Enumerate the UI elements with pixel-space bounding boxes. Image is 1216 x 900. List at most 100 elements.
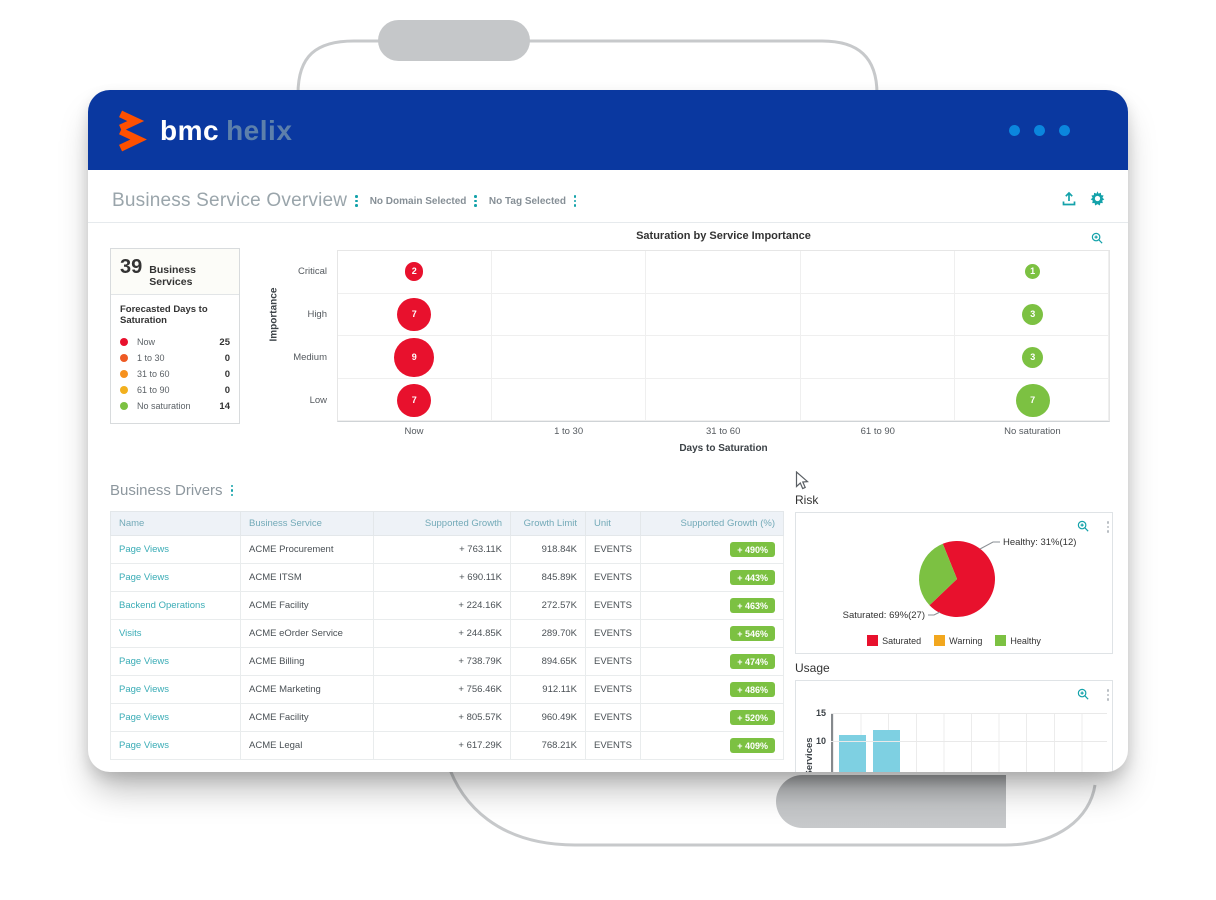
healthy-callout: Healthy: 31%(12) — [1003, 537, 1076, 548]
pie-slice-saturated[interactable] — [929, 541, 995, 617]
grid-cell — [646, 378, 801, 421]
driver-name-cell: Page Views — [110, 703, 241, 732]
bubble-healthy[interactable]: 1 — [1025, 263, 1041, 280]
tag-filter[interactable]: No Tag Selected — [488, 195, 566, 207]
bubble-saturated[interactable]: 2 — [405, 262, 424, 281]
zoom-in-icon[interactable] — [1077, 520, 1090, 533]
zoom-in-icon[interactable] — [1091, 232, 1104, 245]
column-header[interactable]: Supported Growth — [373, 511, 511, 536]
bubble-healthy[interactable]: 7 — [1015, 383, 1050, 418]
grid-cell — [800, 293, 955, 336]
growth-pct-badge: + 490% — [730, 542, 775, 557]
driver-name-link[interactable]: Page Views — [119, 740, 169, 751]
growth-limit-cell: 918.84K — [510, 535, 586, 564]
usage-y-axis-label: Services — [804, 737, 815, 772]
bmc-logo-icon — [119, 110, 147, 152]
page-title: Business Service Overview — [112, 190, 348, 211]
settings-gear-icon[interactable] — [1089, 190, 1106, 207]
growth-limit-cell: 289.70K — [510, 619, 586, 648]
window-dot[interactable] — [1059, 125, 1070, 136]
driver-name-link[interactable]: Page Views — [119, 684, 169, 695]
legend-label: 61 to 90 — [137, 385, 170, 395]
unit-cell: EVENTS — [585, 619, 641, 648]
table-row[interactable]: Page Views ACME Legal + 617.29K 768.21K EVEN… — [110, 731, 784, 760]
growth-pct-badge: + 486% — [730, 682, 775, 697]
usage-bar[interactable] — [873, 729, 900, 772]
driver-name-cell: Page Views — [110, 675, 241, 704]
bubble-saturated[interactable]: 9 — [394, 337, 435, 378]
window-dot[interactable] — [1009, 125, 1020, 136]
bubble-healthy[interactable]: 3 — [1022, 346, 1044, 369]
healthy-callout-line — [979, 541, 1000, 550]
legend-dot-icon — [120, 338, 128, 346]
grid-cell — [492, 378, 647, 421]
bubble-saturated[interactable]: 7 — [397, 297, 432, 332]
supported-growth-pct-cell: + 486% — [640, 675, 784, 704]
grid-cell — [800, 378, 955, 421]
domain-filter[interactable]: No Domain Selected — [369, 195, 467, 207]
grid-cell — [646, 336, 801, 379]
supported-growth-pct-cell: + 463% — [640, 591, 784, 620]
table-row[interactable]: Page Views ACME Facility + 805.57K 960.49K E… — [110, 703, 784, 732]
summary-legend-item: No saturation 14 — [120, 398, 230, 414]
driver-name-link[interactable]: Page Views — [119, 544, 169, 555]
table-row[interactable]: Page Views ACME Procurement + 763.11K 918.8… — [110, 535, 784, 564]
app-window: bmc helix Business Service Overview No D… — [88, 90, 1128, 772]
summary-legend-item: 1 to 30 0 — [120, 350, 230, 366]
growth-pct-badge: + 463% — [730, 598, 775, 613]
column-header[interactable]: Unit — [585, 511, 641, 536]
supported-growth-pct-cell: + 474% — [640, 647, 784, 676]
column-header[interactable]: Business Service — [240, 511, 374, 536]
usage-gridline — [831, 741, 1107, 742]
column-header[interactable]: Supported Growth (%) — [640, 511, 784, 536]
grid-cell — [646, 251, 801, 294]
business-drivers-menu-icon[interactable] — [230, 484, 234, 497]
table-row[interactable]: Backend Operations ACME Facility + 224.16K… — [110, 591, 784, 620]
column-header[interactable]: Name — [110, 511, 241, 536]
bubble-healthy[interactable]: 3 — [1022, 303, 1044, 326]
export-icon[interactable] — [1061, 191, 1077, 207]
growth-pct-badge: + 474% — [730, 654, 775, 669]
usage-gridline — [831, 713, 1107, 714]
domain-filter-menu-icon[interactable] — [474, 195, 477, 207]
business-service-cell: ACME Facility — [240, 591, 374, 620]
y-tick-label: Medium — [293, 351, 327, 363]
x-tick-label: No saturation — [1004, 426, 1061, 437]
saturated-callout-line — [928, 611, 941, 616]
driver-name-link[interactable]: Backend Operations — [119, 600, 206, 611]
zoom-in-icon[interactable] — [1077, 688, 1090, 701]
tag-filter-menu-icon[interactable] — [573, 195, 577, 207]
unit-cell: EVENTS — [585, 675, 641, 704]
table-row[interactable]: Page Views ACME Marketing + 756.46K 912.11K… — [110, 675, 784, 704]
unit-cell: EVENTS — [585, 703, 641, 732]
driver-name-link[interactable]: Visits — [119, 628, 142, 639]
column-header[interactable]: Growth Limit — [510, 511, 586, 536]
window-dot[interactable] — [1034, 125, 1045, 136]
risk-panel-menu-icon[interactable] — [1106, 521, 1109, 533]
driver-name-link[interactable]: Page Views — [119, 712, 169, 723]
y-tick-label: Critical — [297, 265, 327, 277]
legend-label: Warning — [949, 635, 983, 646]
driver-name-link[interactable]: Page Views — [119, 572, 169, 583]
table-row[interactable]: Page Views ACME Billing + 738.79K 894.65K EV… — [110, 647, 784, 676]
usage-panel-menu-icon[interactable] — [1106, 689, 1109, 701]
grid-cell — [800, 336, 955, 379]
growth-limit-cell: 960.49K — [510, 703, 586, 732]
bubble-saturated[interactable]: 7 — [397, 383, 432, 418]
grid-cell — [492, 293, 647, 336]
table-row[interactable]: Page Views ACME ITSM + 690.11K 845.89K EVENT… — [110, 563, 784, 592]
driver-name-cell: Backend Operations — [110, 591, 241, 620]
pie-legend-item: Healthy — [995, 635, 1041, 646]
driver-name-link[interactable]: Page Views — [119, 656, 169, 667]
table-row[interactable]: Visits ACME eOrder Service + 244.85K 289.70… — [110, 619, 784, 648]
grid-cell — [492, 336, 647, 379]
page-toolbar: Business Service Overview No Domain Sele… — [112, 186, 577, 216]
app-header: bmc helix — [88, 90, 1128, 170]
brand-helix: helix — [226, 115, 293, 146]
x-tick-label: Now — [404, 426, 424, 437]
page-title-menu-icon[interactable] — [355, 195, 358, 207]
risk-section-title: Risk — [795, 493, 819, 507]
pie-slice-healthy[interactable] — [919, 543, 957, 606]
business-services-count: 39 — [120, 256, 143, 278]
summary-card-subtitle: Forecasted Days to Saturation — [120, 304, 208, 326]
